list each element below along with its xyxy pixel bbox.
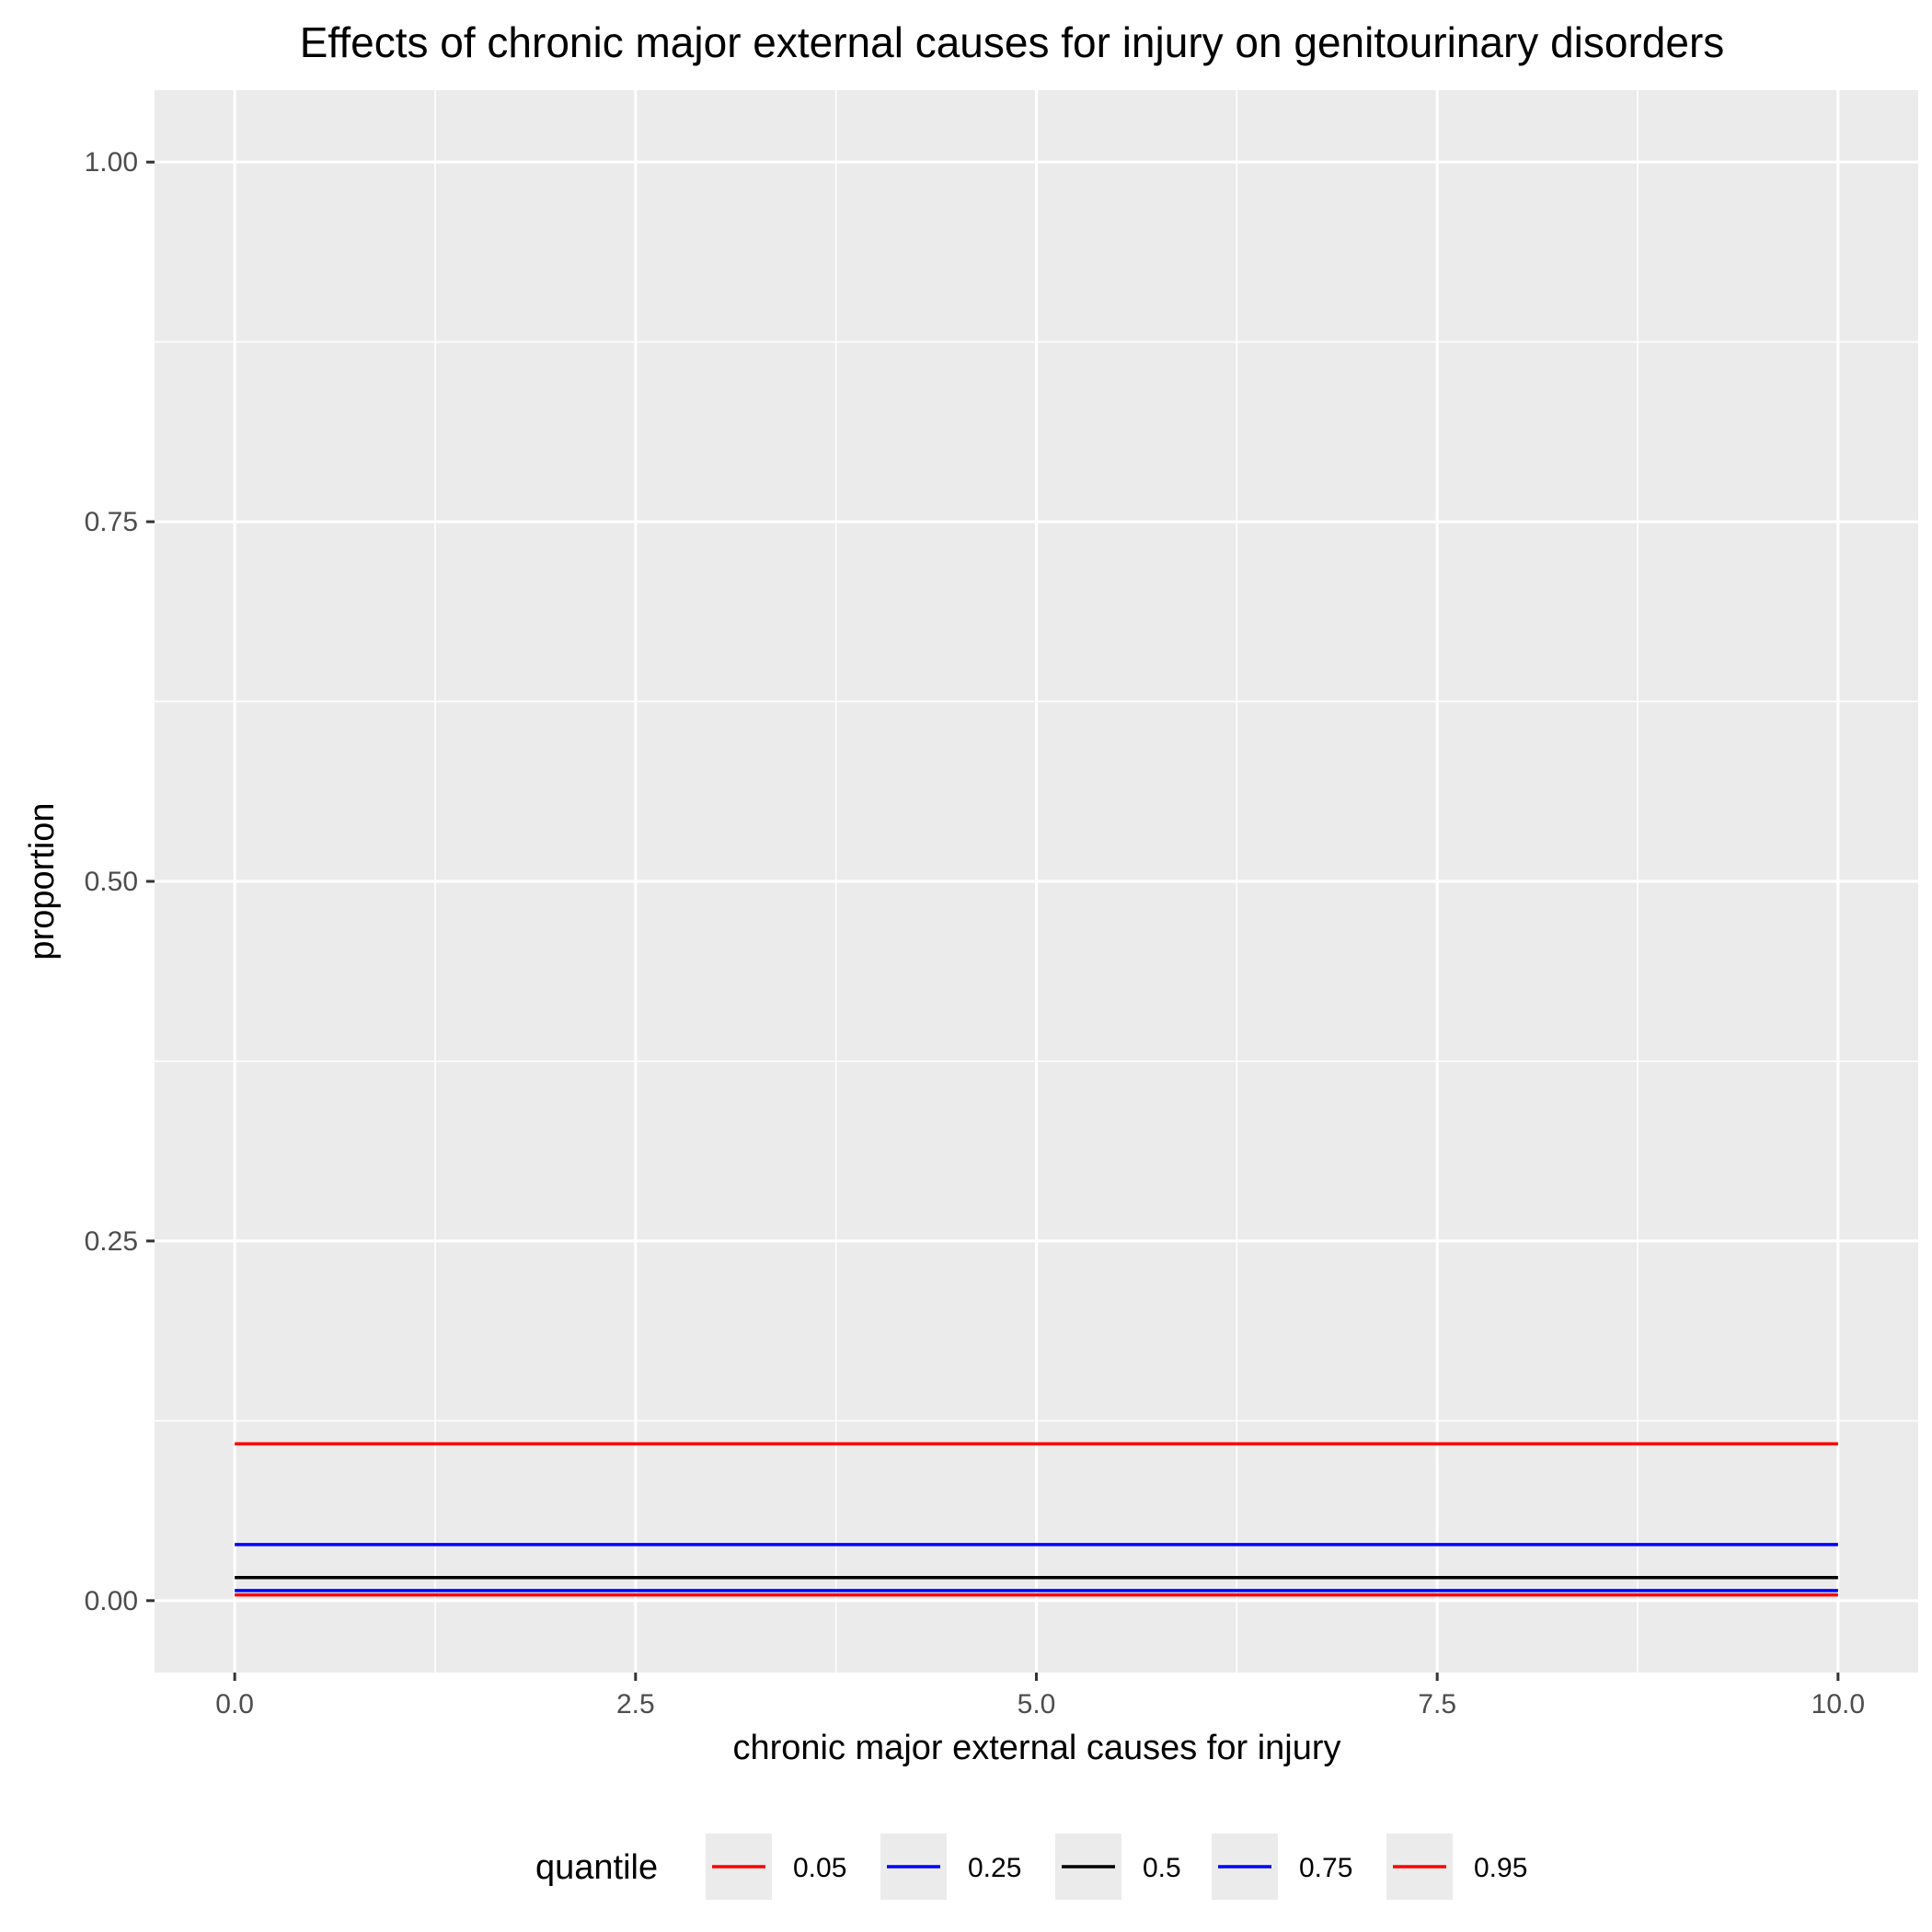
legend-label: 0.95 [1474,1853,1527,1883]
x-axis: 0.0 2.5 5.0 7.5 10.0 [215,1673,1865,1719]
x-tick-label: 2.5 [616,1689,655,1719]
grid-lines [155,90,1918,1673]
legend-title: quantile [535,1848,658,1887]
x-tick-label: 10.0 [1811,1689,1865,1719]
legend-label: 0.25 [968,1853,1021,1883]
legend: quantile 0.05 0.25 0.5 0.75 0.95 [535,1834,1527,1900]
y-tick-label: 0.75 [85,507,138,537]
y-tick-label: 0.00 [85,1586,138,1616]
y-tick-label: 1.00 [85,147,138,178]
legend-label: 0.05 [793,1853,846,1883]
legend-label: 0.5 [1143,1853,1181,1883]
x-tick-label: 0.0 [215,1689,254,1719]
y-axis-title: proportion [23,802,62,960]
y-axis: 0.00 0.25 0.50 0.75 1.00 [85,147,155,1616]
x-tick-label: 7.5 [1418,1689,1456,1719]
x-tick-label: 5.0 [1018,1689,1056,1719]
chart-title: Effects of chronic major external causes… [300,18,1725,66]
legend-label: 0.75 [1299,1853,1352,1883]
y-tick-label: 0.25 [85,1226,138,1257]
series-lines [235,1442,1838,1597]
x-axis-title: chronic major external causes for injury [732,1729,1340,1767]
y-tick-label: 0.50 [85,867,138,897]
